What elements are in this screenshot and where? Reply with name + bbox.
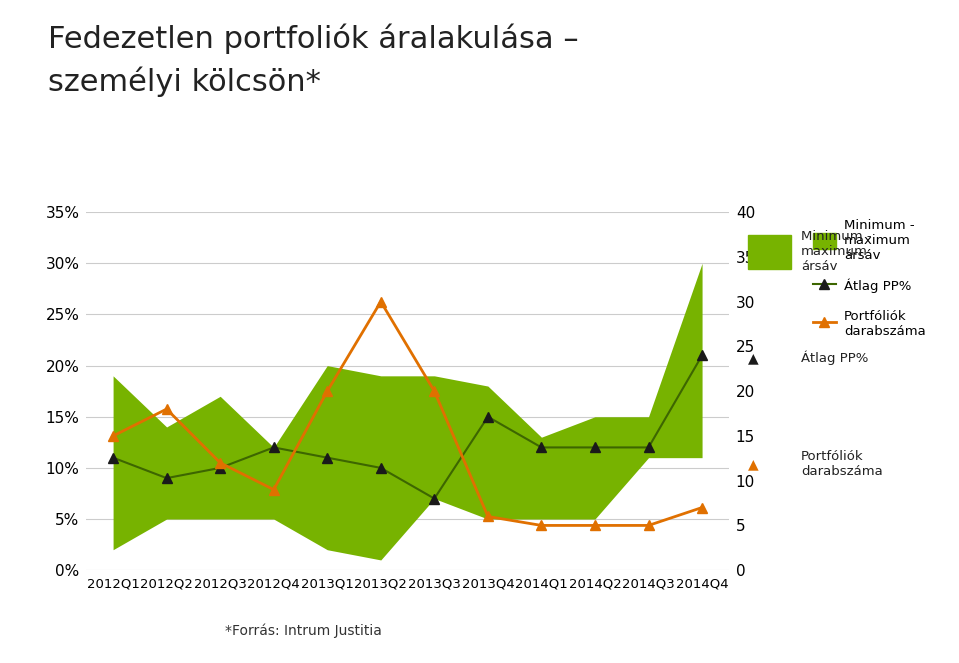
Text: 12(18): 12(18) xyxy=(24,623,70,637)
Text: Átlag PP%: Átlag PP% xyxy=(801,351,868,365)
Text: *Forrás: Intrum Justitia: *Forrás: Intrum Justitia xyxy=(225,624,383,638)
Text: Fedezetlen portfoliók áralakulása –: Fedezetlen portfoliók áralakulása – xyxy=(48,23,578,54)
Text: ▲: ▲ xyxy=(748,457,759,471)
Text: Portfóliók
darabszáma: Portfóliók darabszáma xyxy=(801,450,882,478)
Legend: Minimum -
maximum
ársáv, Átlag PP%, Portfóliók
darabszáma: Minimum - maximum ársáv, Átlag PP%, Port… xyxy=(812,219,926,337)
Text: ▲: ▲ xyxy=(748,351,759,365)
Text: személyi kölcsön*: személyi kölcsön* xyxy=(48,66,321,97)
Text: Minimum -
maximum
ársáv: Minimum - maximum ársáv xyxy=(801,231,872,273)
